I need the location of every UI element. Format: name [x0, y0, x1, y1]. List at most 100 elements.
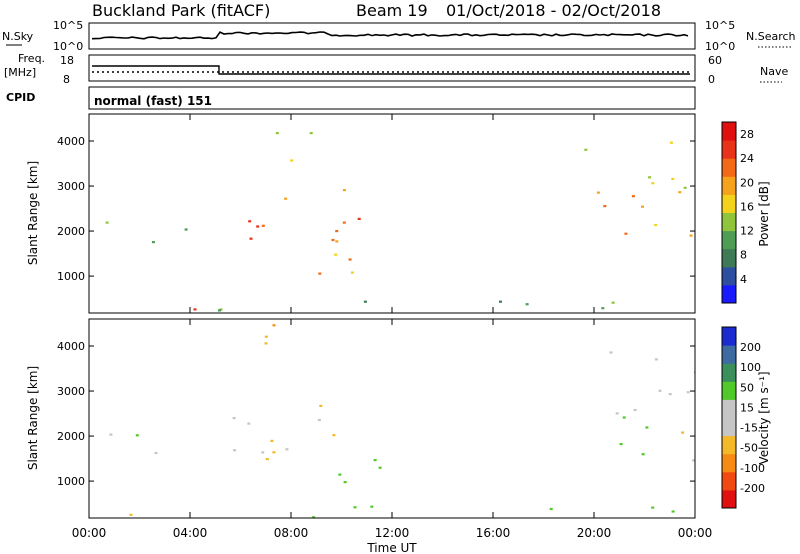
echo-cell: [184, 228, 188, 231]
colorbar-segment: [722, 194, 736, 213]
echo-cell: [151, 241, 155, 244]
colorbar-segment: [722, 327, 736, 346]
echo-cell: [671, 510, 675, 513]
echo-cell: [615, 412, 619, 415]
nave-tick-bottom: 0: [708, 73, 715, 86]
noise-panel: [88, 22, 696, 50]
cpid-label: CPID: [6, 91, 35, 104]
echo-cell: [378, 466, 382, 469]
echo-cell: [261, 224, 265, 227]
colorbar-tick-label: 4: [740, 273, 747, 286]
echo-cell: [373, 459, 377, 462]
echo-cell: [285, 448, 289, 451]
time-tick-label: 00:00: [678, 526, 713, 540]
echo-cell: [596, 191, 600, 194]
power-ylabel: Slant Range [km]: [26, 161, 40, 265]
time-axis-labels: 00:00 04:00 08:00 12:00 16:00 20:00 00:00: [72, 526, 713, 540]
echo-cell: [318, 272, 322, 275]
echo-cell: [686, 391, 690, 394]
power-heatmap: [105, 132, 693, 312]
echo-cell: [689, 234, 693, 237]
freq-tick-bottom: 8: [63, 73, 70, 86]
time-tick-label: 20:00: [577, 526, 612, 540]
echo-cell: [525, 303, 529, 306]
echo-cell: [275, 132, 279, 135]
echo-cell: [678, 191, 682, 194]
echo-cell: [319, 404, 323, 407]
time-tick-label: 00:00: [72, 526, 107, 540]
colorbar-tick-label: 24: [740, 152, 754, 165]
echo-cell: [549, 507, 553, 511]
colorbar-segment: [722, 212, 736, 232]
colorbar-segment: [722, 363, 736, 382]
echo-cell: [601, 307, 605, 310]
echo-cell: [338, 473, 342, 476]
echo-cell: [692, 459, 695, 462]
colorbar-segment: [722, 399, 736, 418]
echo-cell: [641, 205, 644, 208]
echo-cell: [363, 300, 367, 303]
colorbar-tick-label: -200: [740, 482, 765, 495]
echo-cell: [648, 176, 652, 179]
echo-cell: [193, 308, 197, 311]
colorbar-frame: [721, 326, 737, 509]
echo-cell: [335, 230, 339, 233]
nave-tick-top: 60: [708, 54, 722, 67]
y-tick-label: 2000: [57, 430, 85, 443]
echo-cell: [309, 132, 313, 135]
y-tick-label: 2000: [57, 225, 85, 238]
echo-cell: [693, 371, 695, 374]
colorbar-segment: [722, 230, 736, 250]
echo-cell: [343, 481, 347, 484]
echo-cell: [335, 240, 339, 243]
cpid-value: normal (fast) 151: [94, 94, 212, 108]
echo-cell: [284, 197, 288, 200]
freq-series: [92, 65, 690, 75]
echo-cell: [135, 434, 139, 437]
velocity-ylabel: Slant Range [km]: [26, 366, 40, 470]
power-frame: [88, 113, 696, 314]
echo-cell: [603, 205, 607, 208]
echo-cell: [671, 177, 675, 180]
echo-cell: [218, 309, 221, 312]
colorbar-segment: [722, 381, 736, 400]
beam-title: Beam 19: [356, 1, 428, 20]
echo-cell: [350, 271, 354, 274]
echo-cell: [264, 335, 268, 338]
freq-label: Freq.: [18, 52, 45, 65]
time-tick-label: 04:00: [173, 526, 208, 540]
nave-label: Nave: [760, 65, 788, 78]
colorbar-tick-label: -50: [740, 442, 758, 455]
power-colorbar: [721, 121, 737, 304]
colorbar-tick-label: -15: [740, 422, 758, 435]
velocity-colorbar-label: Velocity [m s⁻¹]: [757, 371, 771, 464]
echo-cell: [270, 439, 274, 442]
echo-cell: [622, 416, 626, 419]
velocity-y-axis: 1000 2000 3000 4000: [57, 340, 695, 488]
colorbar-segment: [722, 122, 736, 141]
colorbar-tick-label: 15: [740, 401, 754, 414]
nsky-label: N.Sky: [2, 30, 34, 43]
colorbar-tick-label: 8: [740, 249, 747, 262]
echo-cell: [264, 342, 268, 345]
velocity-heatmap: [109, 324, 695, 518]
echo-cell: [357, 217, 361, 220]
y-tick-label: 1000: [57, 270, 85, 283]
noise-tick-bottom-left: 10^0: [53, 40, 83, 53]
echo-cell: [109, 433, 113, 436]
echo-cell: [633, 408, 637, 412]
colorbar-segment: [722, 158, 736, 177]
echo-cell: [651, 506, 655, 509]
echo-cell: [129, 513, 133, 516]
y-tick-label: 3000: [57, 385, 85, 398]
echo-cell: [584, 148, 588, 151]
echo-cell: [342, 189, 346, 192]
velocity-colorbar: [721, 326, 737, 509]
echo-cell: [334, 253, 338, 256]
echo-cell: [654, 358, 658, 361]
y-tick-label: 3000: [57, 180, 85, 193]
freq-unit: [MHz]: [4, 66, 36, 79]
colorbar-segment: [722, 345, 736, 364]
power-x-axis: [88, 114, 696, 313]
